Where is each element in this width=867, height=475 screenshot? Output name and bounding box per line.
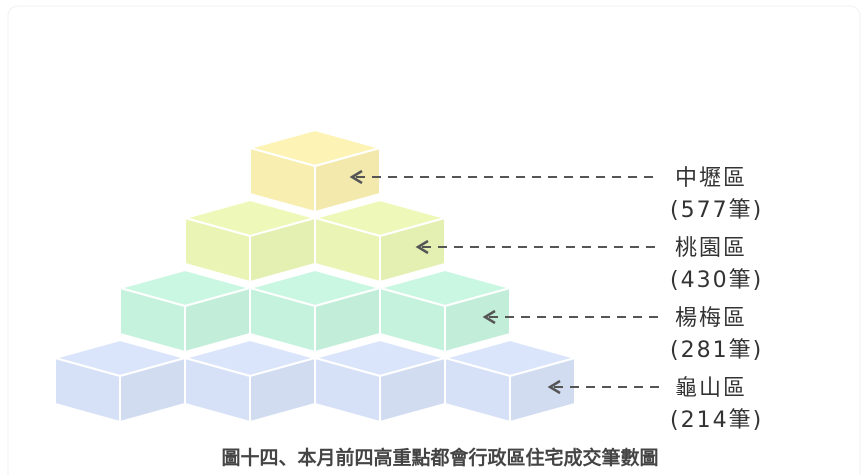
district-name: 楊梅區 — [675, 306, 747, 331]
cube — [444, 339, 576, 423]
arrowhead — [415, 239, 429, 255]
cube — [184, 339, 316, 423]
district-name: 龜山區 — [675, 376, 747, 401]
caption: 圖十四、本月前四高重點都會行政區住宅成交筆數圖 — [221, 446, 658, 469]
cube — [184, 199, 316, 283]
cube-right — [444, 287, 511, 353]
cube — [379, 269, 511, 353]
district-name: 中壢區 — [675, 166, 747, 191]
deal-count: (430筆) — [670, 268, 763, 293]
cube — [314, 199, 446, 283]
cube — [249, 269, 381, 353]
arrowhead — [482, 309, 496, 325]
cube — [119, 269, 251, 353]
cube-right — [314, 147, 381, 213]
cube-right — [509, 357, 576, 423]
cube — [249, 129, 381, 213]
district-name: 桃園區 — [675, 236, 747, 261]
arrowhead — [547, 379, 561, 395]
cube-right — [379, 217, 446, 283]
arrowhead — [349, 169, 363, 185]
deal-count: (577筆) — [670, 198, 763, 223]
cube — [54, 339, 186, 423]
deal-count: (281筆) — [670, 338, 763, 363]
cube — [314, 339, 446, 423]
deal-count: (214筆) — [670, 408, 763, 433]
